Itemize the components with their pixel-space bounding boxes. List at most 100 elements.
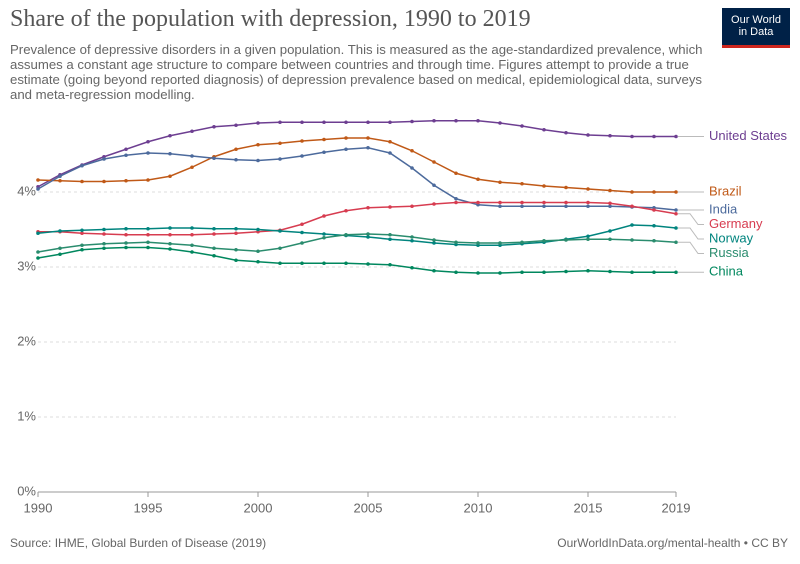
data-point — [256, 142, 260, 147]
data-point — [80, 179, 84, 184]
data-point — [454, 270, 458, 275]
x-tick-label: 2010 — [464, 500, 493, 515]
data-point — [476, 271, 480, 275]
data-point — [630, 190, 634, 194]
data-point — [454, 200, 458, 205]
data-point — [124, 241, 128, 245]
data-point — [344, 136, 348, 140]
data-point — [168, 241, 172, 246]
data-point — [344, 147, 348, 152]
data-point — [388, 262, 392, 267]
data-point — [300, 261, 304, 266]
data-point — [674, 134, 678, 139]
data-point — [322, 214, 326, 218]
data-point — [586, 200, 590, 205]
data-point — [36, 187, 40, 191]
data-point — [256, 249, 260, 254]
data-point — [124, 226, 128, 231]
data-point — [344, 232, 348, 237]
data-point — [608, 133, 612, 138]
data-point — [652, 134, 656, 139]
data-point — [36, 231, 40, 236]
data-point — [168, 226, 172, 230]
logo[interactable]: Our World in Data — [722, 8, 790, 48]
data-point — [366, 235, 370, 239]
data-point — [476, 118, 480, 123]
data-point — [410, 235, 414, 239]
data-point — [476, 241, 480, 245]
y-tick-label: 4% — [17, 183, 36, 198]
data-point — [630, 238, 634, 242]
data-point — [278, 157, 282, 161]
data-point — [366, 136, 370, 140]
data-point — [58, 174, 62, 179]
data-point — [168, 133, 172, 138]
x-tick-label: 2005 — [354, 500, 383, 515]
data-point — [322, 120, 326, 125]
data-point — [190, 243, 194, 248]
data-point — [80, 228, 84, 233]
data-point — [212, 246, 216, 251]
data-point — [520, 200, 524, 205]
data-point — [542, 127, 546, 132]
data-point — [520, 124, 524, 128]
logo-line: Our World — [731, 14, 781, 26]
data-point — [542, 184, 546, 188]
series-line — [37, 137, 676, 193]
data-point — [410, 148, 414, 153]
data-point — [168, 232, 172, 237]
label-connector — [678, 227, 704, 240]
data-point — [300, 139, 304, 143]
data-point — [608, 269, 612, 274]
data-point — [608, 229, 612, 233]
data-point — [564, 200, 568, 205]
source: Source: IHME, Global Burden of Disease (… — [10, 536, 267, 550]
data-point — [322, 261, 326, 266]
y-tick-label: 0% — [17, 483, 36, 498]
data-point — [586, 237, 590, 242]
y-tick-label: 3% — [17, 258, 36, 273]
data-point — [300, 222, 304, 227]
data-point — [278, 229, 282, 233]
data-point — [388, 139, 392, 144]
data-point — [432, 238, 436, 242]
data-point — [124, 178, 128, 183]
data-point — [36, 256, 40, 260]
data-point — [388, 120, 392, 125]
data-point — [454, 118, 458, 123]
data-point — [168, 151, 172, 156]
data-point — [212, 156, 216, 161]
data-point — [608, 204, 612, 209]
data-point — [300, 241, 304, 245]
data-point — [366, 232, 370, 236]
data-point — [36, 250, 40, 254]
footer-url[interactable]: OurWorldInData.org/mental-health • CC BY — [557, 536, 788, 550]
data-point — [322, 235, 326, 240]
data-point — [344, 208, 348, 213]
series-line — [37, 233, 677, 253]
data-point — [234, 147, 238, 152]
data-point — [256, 121, 260, 125]
data-point — [124, 245, 128, 250]
data-point — [586, 133, 590, 137]
data-point — [608, 237, 612, 242]
data-point — [168, 174, 172, 179]
data-point — [454, 240, 458, 245]
data-point — [146, 245, 150, 250]
data-point — [366, 120, 370, 125]
data-point — [388, 237, 392, 242]
data-point — [410, 238, 414, 243]
data-point — [652, 208, 656, 212]
legend-label: Norway — [709, 230, 754, 245]
data-point — [388, 232, 392, 237]
data-point — [212, 124, 216, 129]
data-point — [388, 151, 392, 155]
legend-label: China — [709, 264, 744, 279]
series-line — [37, 120, 676, 188]
data-point — [190, 165, 194, 170]
data-point — [630, 134, 634, 139]
chart-subtitle: Prevalence of depressive disorders in a … — [10, 42, 703, 102]
data-point — [58, 178, 62, 183]
data-point — [586, 268, 590, 273]
data-point — [630, 204, 634, 209]
